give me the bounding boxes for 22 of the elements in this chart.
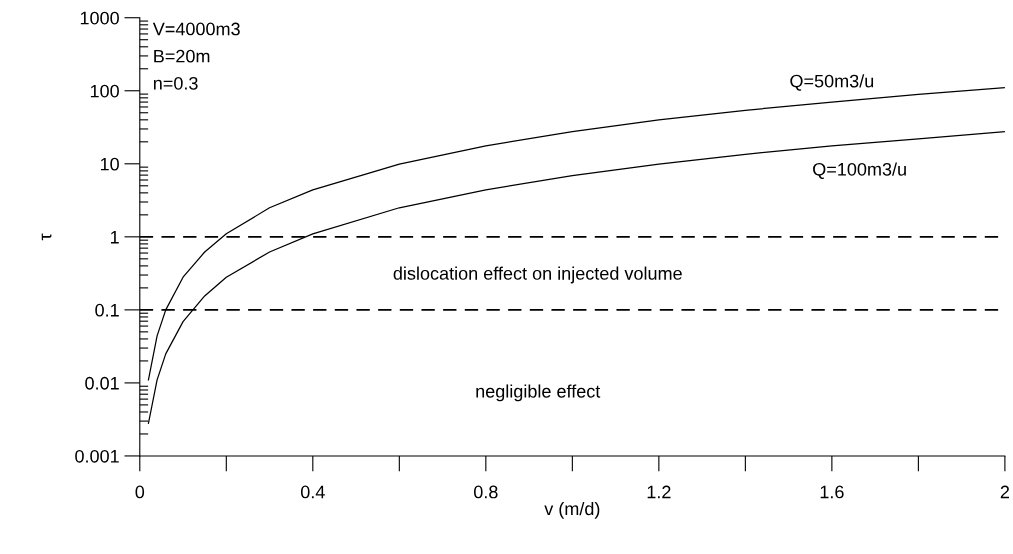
- y-tick-label: 1000: [80, 11, 119, 25]
- x-axis-title: v (m/d): [544, 501, 600, 519]
- annotation: B=20m: [154, 49, 210, 63]
- x-tick-label: 1.6: [820, 485, 844, 499]
- x-tick-label: 0.8: [473, 485, 498, 499]
- y-tick-label: 0.01: [85, 376, 119, 390]
- x-tick-label: 2: [1000, 485, 1010, 499]
- y-tick-label: 0.001: [75, 449, 119, 463]
- x-tick-label: 1.2: [647, 485, 671, 499]
- x-tick-label: 0: [135, 485, 145, 499]
- y-tick-label: 10: [100, 157, 119, 171]
- series-label: Q=100m3/u: [813, 162, 906, 179]
- annotation: n=0.3: [153, 76, 198, 90]
- x-tick-label: 0.4: [300, 485, 325, 499]
- annotation: V=4000m3: [152, 22, 240, 36]
- annotation: negligible effect: [476, 384, 601, 402]
- y-tick-label: 0.1: [95, 303, 119, 317]
- annotation: dislocation effect on injected volume: [393, 266, 682, 284]
- y-tick-label: 1: [110, 230, 119, 244]
- y-axis-title: τ: [41, 233, 52, 241]
- y-tick-label: 100: [90, 84, 119, 98]
- series-label: Q=50m3/u: [790, 74, 874, 91]
